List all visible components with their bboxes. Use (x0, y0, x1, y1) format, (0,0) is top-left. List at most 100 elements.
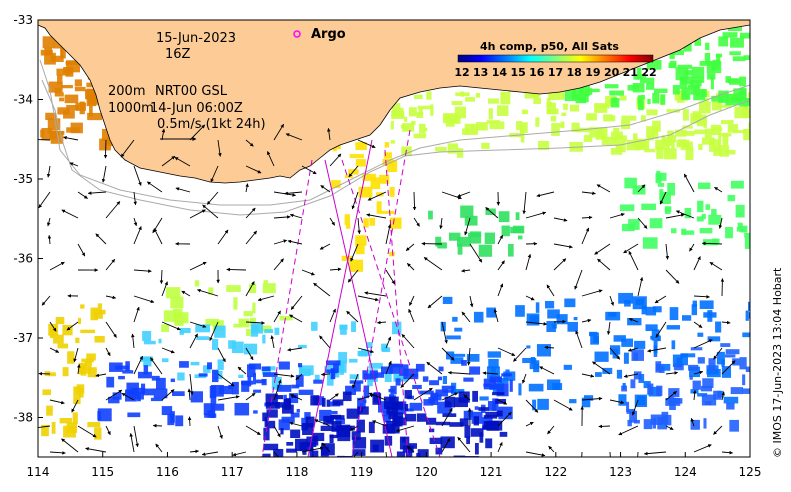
sst-pixel (464, 123, 479, 135)
sst-pixel (692, 380, 701, 390)
current-arrow (693, 370, 704, 375)
sst-pixel (683, 69, 693, 76)
sst-pixel (80, 304, 85, 309)
sst-pixel (372, 444, 379, 452)
current-arrow (385, 360, 392, 375)
current-arrow (47, 234, 52, 245)
sst-pixel (533, 360, 540, 373)
sst-pixel (647, 383, 654, 395)
current-arrow (197, 288, 219, 297)
sst-pixel (122, 370, 134, 374)
sst-pixel (51, 421, 56, 434)
sst-pixel (661, 411, 669, 425)
sst-pixel (691, 304, 698, 316)
sst-pixel (389, 251, 395, 257)
sst-pixel (564, 298, 576, 308)
sst-pixel (314, 374, 320, 380)
sst-pixel (263, 443, 279, 451)
current-arrow (553, 243, 573, 249)
current-arrow (665, 371, 679, 375)
sst-pixel (330, 415, 345, 420)
current-arrow (189, 321, 207, 328)
sst-pixel (649, 218, 663, 229)
current-arrow (161, 281, 168, 297)
current-arrow (245, 425, 261, 436)
sst-pixel (376, 201, 382, 214)
current-arrow (301, 165, 317, 175)
sst-pixel (478, 244, 493, 257)
sst-pixel (274, 327, 280, 335)
sst-pixel (621, 338, 634, 347)
sst-pixel (320, 425, 334, 432)
x-tick-label: 123 (609, 465, 632, 479)
sst-pixel (404, 413, 417, 422)
sst-pixel (210, 405, 216, 419)
current-arrow (469, 243, 483, 263)
sst-pixel (739, 76, 747, 87)
current-arrow (461, 268, 471, 273)
sst-pixel (720, 343, 731, 347)
sst-pixel (404, 390, 412, 399)
sst-pixel (487, 351, 501, 358)
sst-pixel (413, 94, 423, 99)
sst-pixel (309, 447, 314, 457)
current-arrow (352, 373, 359, 389)
sst-pixel (345, 385, 356, 395)
current-arrow (457, 436, 471, 453)
sst-pixel (445, 119, 455, 127)
sst-pixel (468, 232, 481, 238)
sst-pixel (295, 374, 304, 387)
sst-pixel (261, 366, 271, 372)
sst-pixel (454, 327, 463, 332)
sst-pixel (196, 336, 209, 340)
sst-pixel (492, 392, 505, 396)
sst-pixel (671, 340, 676, 350)
sst-pixel (389, 363, 400, 374)
sst-pixel (418, 108, 423, 116)
sst-pixel (253, 389, 262, 393)
sst-pixel (748, 122, 750, 129)
current-arrow (690, 417, 695, 427)
sst-pixel (143, 357, 152, 367)
sst-pixel (616, 369, 623, 379)
sst-pixel (77, 317, 82, 325)
sst-pixel (297, 344, 307, 349)
sst-pixel (466, 436, 471, 445)
current-arrow (609, 347, 621, 360)
colorbar-tick-label: 22 (641, 66, 656, 79)
current-arrow (594, 243, 611, 255)
current-arrow (329, 308, 336, 323)
colorbar-tick-label: 16 (529, 66, 545, 79)
current-arrow (426, 361, 443, 375)
sst-pixel (275, 395, 284, 400)
current-arrow (441, 321, 448, 344)
sst-pixel (247, 364, 256, 378)
current-arrow (38, 139, 51, 141)
sst-pixel (290, 429, 301, 438)
sst-pixel (158, 338, 162, 344)
current-arrow (210, 165, 219, 183)
sst-pixel (255, 379, 266, 384)
sst-pixel (464, 215, 478, 226)
sst-pixel (355, 142, 367, 151)
current-arrow (49, 399, 65, 405)
sst-pixel (694, 38, 702, 46)
sst-pixel (358, 186, 373, 198)
sst-pixel (657, 183, 665, 187)
current-arrow (77, 363, 81, 375)
sst-pixel (692, 76, 705, 83)
sst-pixel (401, 437, 406, 443)
current-arrow (485, 207, 499, 219)
sst-pixel (249, 283, 257, 293)
sst-pixel (443, 114, 452, 121)
current-arrow (189, 449, 199, 454)
current-arrow (49, 261, 65, 271)
sst-pixel (640, 94, 645, 99)
sst-pixel (551, 123, 560, 136)
sst-pixel (708, 214, 722, 225)
current-arrow (49, 347, 60, 353)
sst-pixel (426, 91, 432, 100)
sst-pixel (286, 448, 298, 453)
current-arrow (623, 243, 639, 254)
sst-pixel (45, 112, 57, 121)
